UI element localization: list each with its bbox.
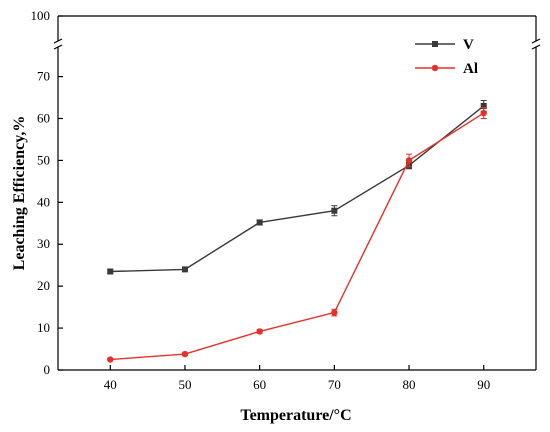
legend-label-v: V — [463, 37, 474, 53]
data-point-al — [107, 356, 114, 363]
series-line-v — [110, 105, 485, 273]
data-point-v — [181, 266, 188, 273]
y-axis-break-mark-upper — [53, 38, 63, 44]
data-point-v — [256, 219, 263, 226]
x-tick-label: 70 — [328, 377, 341, 392]
right-axis-break-mark-upper — [531, 38, 541, 44]
y-tick-label: 50 — [37, 152, 50, 167]
data-point-v — [480, 102, 487, 109]
y-tick-label: 40 — [37, 194, 50, 209]
y-tick-label: 30 — [37, 236, 50, 251]
data-point-v — [107, 268, 114, 275]
y-axis-break-mark-lower — [53, 44, 63, 50]
x-tick-label: 90 — [477, 377, 490, 392]
y-tick-label: 70 — [37, 69, 50, 84]
x-tick-label: 80 — [403, 377, 416, 392]
data-point-al — [480, 109, 487, 117]
legend-marker-al — [431, 64, 439, 72]
y-tick-label: 20 — [37, 278, 50, 293]
y-axis-title: Leaching Efficiency,% — [11, 116, 28, 271]
series-line-al — [110, 112, 485, 361]
series-v — [107, 99, 487, 275]
x-axis-title: Temperature/°C — [240, 407, 351, 424]
data-point-al — [256, 328, 263, 335]
legend: V Al — [415, 37, 478, 77]
legend-marker-v — [432, 41, 438, 47]
legend-label-al: Al — [463, 61, 478, 77]
axes: 0 10 20 30 40 50 60 70 100 40 50 60 70 80 90 — [31, 8, 541, 392]
x-tick-label: 50 — [178, 377, 191, 392]
series-layer — [107, 99, 487, 363]
y-tick-label: 0 — [44, 362, 51, 377]
data-point-al — [181, 350, 189, 358]
data-point-v — [331, 207, 338, 214]
right-axis-break-mark-lower — [531, 44, 541, 50]
series-al — [107, 107, 487, 363]
x-tick-label: 40 — [104, 377, 117, 392]
data-point-al — [331, 309, 338, 316]
y-tick-label: 10 — [37, 320, 50, 335]
y-tick-label: 60 — [37, 110, 50, 125]
x-tick-label: 60 — [253, 377, 266, 392]
data-point-al — [405, 157, 413, 164]
y-tick-label-top: 100 — [31, 8, 51, 23]
